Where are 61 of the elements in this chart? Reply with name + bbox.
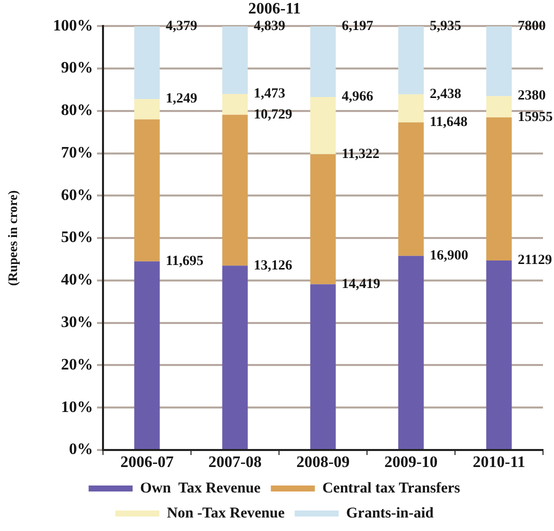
bar <box>486 26 512 96</box>
bar <box>134 26 160 100</box>
y-tick-label: 0% <box>69 441 93 458</box>
x-tick-label: 2010-11 <box>472 454 526 472</box>
annotation: 5,935 <box>430 18 462 34</box>
y-tick-label: 20% <box>61 356 93 374</box>
bar <box>398 122 424 256</box>
y-tick-label: 90% <box>61 60 93 77</box>
annotation: 6,197 <box>342 18 374 34</box>
bar <box>134 261 160 449</box>
annotation: 15955 <box>518 110 553 125</box>
y-tick-label: 70% <box>61 144 93 162</box>
x-tick-label: 2008-09 <box>296 454 350 472</box>
bar <box>222 266 248 449</box>
annotation: 4,379 <box>166 18 198 34</box>
annotation: 11,322 <box>342 146 380 162</box>
annotation: 16,900 <box>430 248 468 264</box>
x-tick-label: 2007-08 <box>208 454 262 472</box>
annotation: 14,419 <box>342 276 380 292</box>
bar <box>222 114 248 266</box>
y-tick-label: 10% <box>61 398 93 416</box>
annotation: 21129 <box>518 253 552 268</box>
bar <box>310 96 336 154</box>
annotation: 4,839 <box>254 18 286 34</box>
bar <box>398 256 424 449</box>
legend-label: Central tax Transfers <box>322 480 460 496</box>
annotation: 2,438 <box>430 87 462 102</box>
annotation: 1,249 <box>166 92 198 107</box>
y-tick-label: 80% <box>61 102 93 120</box>
legend-label: Own Tax Revenue <box>140 480 261 496</box>
y-tick-label: 30% <box>61 314 93 331</box>
bar <box>134 119 160 262</box>
annotation: 2380 <box>518 88 546 104</box>
legend-label: Non -Tax Revenue <box>166 505 285 522</box>
annotation: 11,648 <box>430 115 468 130</box>
y-tick-label: 50% <box>61 229 93 246</box>
annotation: 7800 <box>518 18 546 34</box>
bar <box>398 94 424 122</box>
y-tick-label: 60% <box>61 186 93 204</box>
bar <box>134 99 160 120</box>
annotation: 10,729 <box>254 107 292 122</box>
y-axis-title: (Rupees in crore) <box>5 190 20 286</box>
annotation: 13,126 <box>254 258 292 274</box>
annotation: 4,966 <box>342 90 374 105</box>
bar <box>486 96 512 118</box>
bar <box>486 260 512 449</box>
bar <box>222 94 248 115</box>
chart-title: 2006-11 <box>248 0 301 18</box>
bar <box>310 284 336 449</box>
x-tick-label: 2006-07 <box>120 454 174 472</box>
x-tick-label: 2009-10 <box>384 454 438 472</box>
bar <box>310 154 336 284</box>
annotation: 1,473 <box>254 86 286 102</box>
annotation: 11,695 <box>166 254 204 270</box>
bar <box>398 26 424 94</box>
legend-label: Grants-in-aid <box>346 505 434 522</box>
bar <box>486 117 512 261</box>
bar <box>222 26 248 94</box>
y-tick-label: 40% <box>61 272 93 289</box>
y-tick-label: 100% <box>53 17 93 34</box>
bar <box>310 26 336 97</box>
